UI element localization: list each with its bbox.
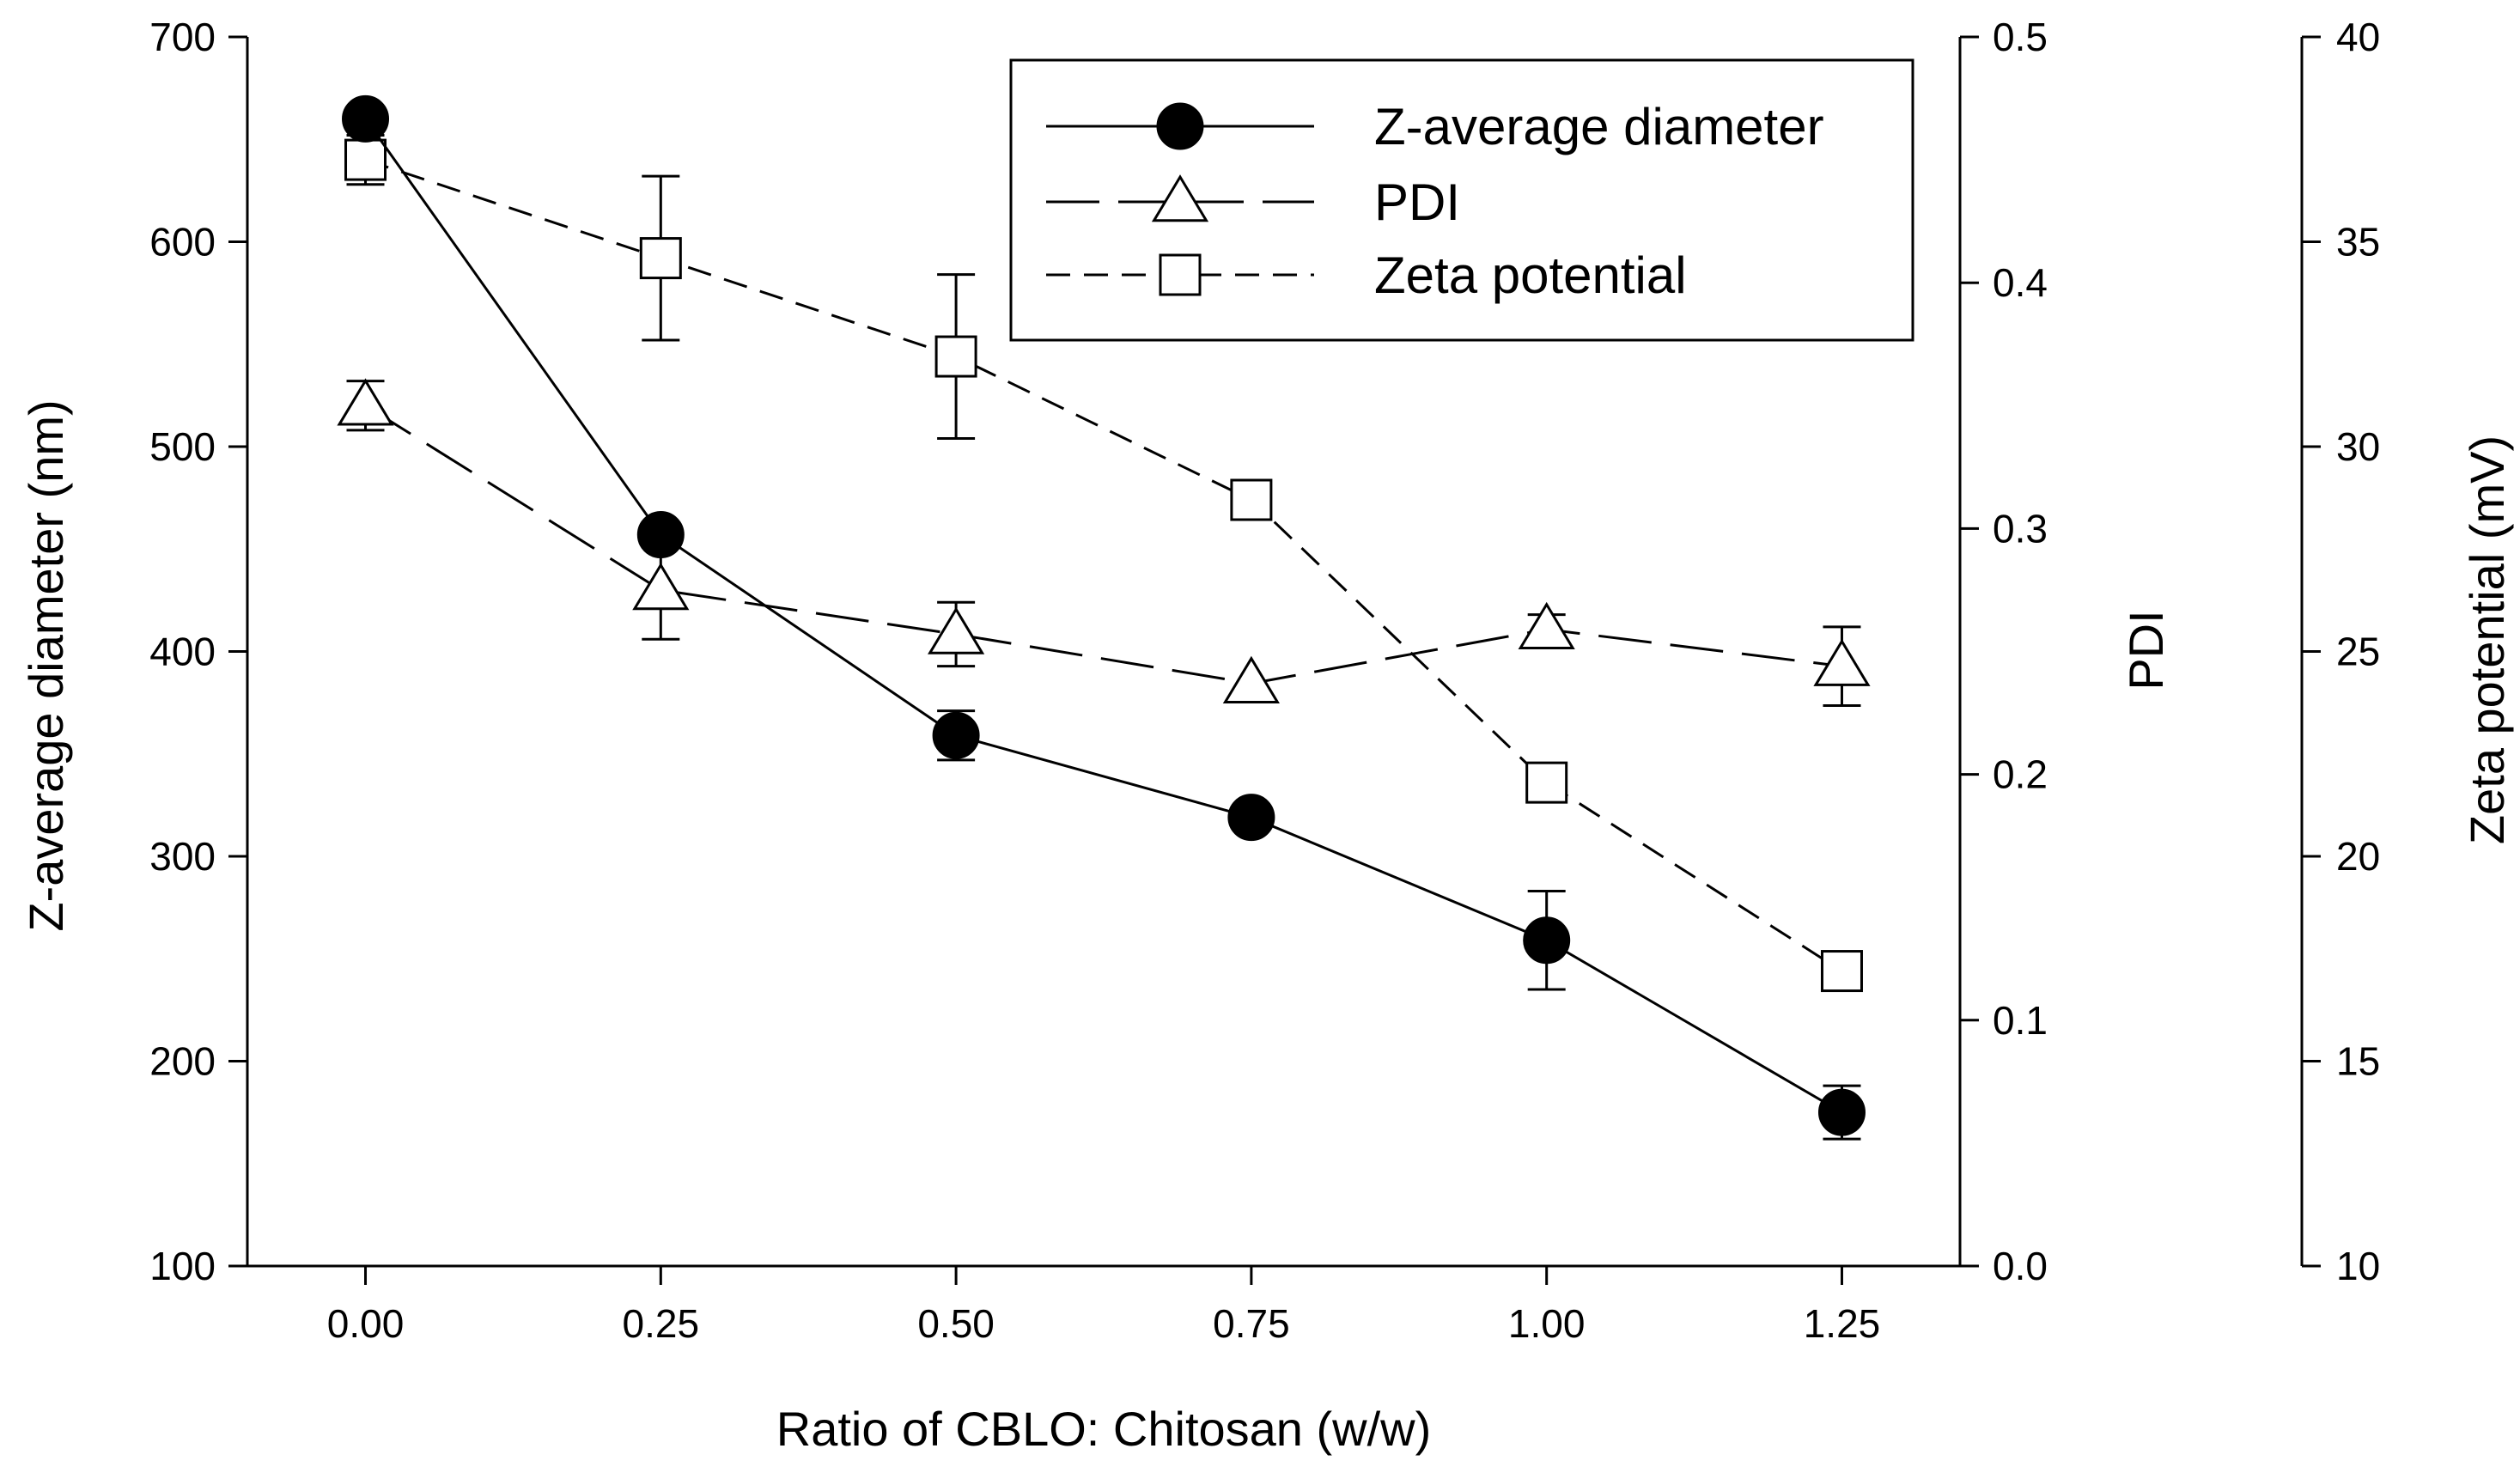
data-point <box>934 335 977 378</box>
pdi-tick-label: 0.4 <box>1993 260 2048 305</box>
y-axis-title-z-average: Z-average diameter (nm) <box>19 399 73 931</box>
left-tick-label: 100 <box>149 1244 216 1288</box>
data-point <box>932 711 980 759</box>
zeta-tick-label: 30 <box>2336 424 2380 469</box>
data-point <box>1518 601 1575 649</box>
data-point <box>1230 478 1273 521</box>
zeta-tick-label: 25 <box>2336 630 2380 674</box>
y-axis-title-pdi: PDI <box>2119 610 2173 690</box>
data-point <box>1813 638 1871 686</box>
legend-label: Z-average diameter <box>1374 98 1824 155</box>
legend-label: Zeta potential <box>1374 247 1687 304</box>
y-axis-title-zeta: Zeta potential (mV) <box>2460 435 2514 844</box>
series-z-average-diameter <box>342 94 1866 1141</box>
pdi-tick-label: 0.2 <box>1993 752 2048 797</box>
series-zeta-potential <box>344 133 1863 993</box>
x-axis-title: Ratio of CBLO: Chitosan (w/w) <box>776 1402 1431 1456</box>
x-tick-label: 0.25 <box>623 1301 700 1346</box>
pdi-tick-label: 0.1 <box>1993 998 2048 1043</box>
x-tick-label: 0.00 <box>327 1301 405 1346</box>
pdi-tick-label: 0.3 <box>1993 506 2048 551</box>
x-tick-label: 1.00 <box>1508 1301 1586 1346</box>
data-point <box>636 511 685 559</box>
left-tick-label: 200 <box>149 1039 216 1084</box>
data-point <box>1523 916 1571 965</box>
left-tick-label: 500 <box>149 424 216 469</box>
data-point <box>337 378 394 426</box>
left-tick-label: 600 <box>149 220 216 265</box>
data-point <box>1525 761 1568 804</box>
x-tick-label: 0.75 <box>1213 1301 1290 1346</box>
zeta-tick-label: 40 <box>2336 15 2380 59</box>
zeta-tick-label: 10 <box>2336 1244 2380 1288</box>
data-point <box>1820 950 1863 993</box>
left-tick-label: 400 <box>149 630 216 674</box>
legend-marker <box>1159 253 1202 296</box>
series-line <box>364 405 1842 685</box>
left-tick-label: 700 <box>149 15 216 59</box>
x-tick-label: 0.50 <box>917 1301 995 1346</box>
series-line <box>364 118 1843 1114</box>
axis-ticks: 0.00 0.25 0.50 0.75 1.00 1.25 100 200 300 400 500 6… <box>149 15 2380 1346</box>
data-point <box>632 563 690 611</box>
series-pdi <box>337 378 1871 707</box>
series-line <box>365 158 1843 972</box>
legend-label: PDI <box>1374 173 1460 231</box>
data-point <box>928 606 985 654</box>
data-point <box>639 237 682 280</box>
zeta-tick-label: 35 <box>2336 220 2380 265</box>
data-point <box>1227 794 1275 842</box>
left-tick-label: 300 <box>149 834 216 879</box>
zeta-tick-label: 20 <box>2336 834 2380 879</box>
x-tick-label: 1.25 <box>1804 1301 1881 1346</box>
data-point <box>344 138 387 181</box>
zeta-tick-label: 15 <box>2336 1039 2380 1084</box>
legend-marker <box>1156 102 1204 150</box>
pdi-tick-label: 0.5 <box>1993 15 2048 59</box>
pdi-tick-label: 0.0 <box>1993 1244 2048 1288</box>
data-point <box>1817 1088 1866 1136</box>
data-point <box>1222 655 1280 703</box>
legend: Z-average diameter PDI Zeta potential <box>1009 58 1914 342</box>
series-layer <box>337 94 1871 1141</box>
legend-marker <box>1151 174 1209 222</box>
data-point <box>342 94 390 143</box>
